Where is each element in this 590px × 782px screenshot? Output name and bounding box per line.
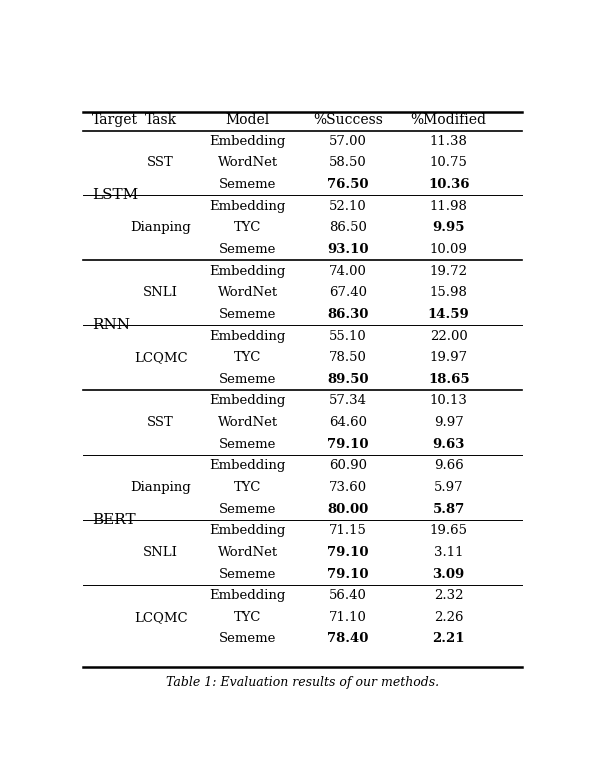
Text: 10.36: 10.36 [428, 178, 470, 191]
Text: BERT: BERT [92, 513, 136, 527]
Text: 9.63: 9.63 [432, 438, 465, 450]
Text: Embedding: Embedding [209, 524, 286, 537]
Text: Target: Target [92, 113, 138, 127]
Text: 2.32: 2.32 [434, 589, 464, 602]
Text: 79.10: 79.10 [327, 568, 369, 580]
Text: 79.10: 79.10 [327, 546, 369, 559]
Text: 10.09: 10.09 [430, 243, 468, 256]
Text: 80.00: 80.00 [327, 503, 369, 515]
Text: WordNet: WordNet [218, 546, 277, 559]
Text: 9.66: 9.66 [434, 459, 464, 472]
Text: 56.40: 56.40 [329, 589, 367, 602]
Text: TYC: TYC [234, 611, 261, 624]
Text: 10.75: 10.75 [430, 156, 468, 170]
Text: 55.10: 55.10 [329, 329, 367, 343]
Text: Embedding: Embedding [209, 394, 286, 407]
Text: 67.40: 67.40 [329, 286, 367, 300]
Text: LCQMC: LCQMC [134, 351, 188, 364]
Text: SST: SST [148, 416, 174, 429]
Text: Sememe: Sememe [219, 568, 276, 580]
Text: Sememe: Sememe [219, 243, 276, 256]
Text: Embedding: Embedding [209, 329, 286, 343]
Text: 57.34: 57.34 [329, 394, 367, 407]
Text: 15.98: 15.98 [430, 286, 468, 300]
Text: 60.90: 60.90 [329, 459, 367, 472]
Text: Dianping: Dianping [130, 221, 191, 235]
Text: 9.97: 9.97 [434, 416, 464, 429]
Text: Sememe: Sememe [219, 503, 276, 515]
Text: RNN: RNN [92, 318, 130, 332]
Text: 74.00: 74.00 [329, 264, 367, 278]
Text: 57.00: 57.00 [329, 135, 367, 148]
Text: 52.10: 52.10 [329, 199, 367, 213]
Text: 78.50: 78.50 [329, 351, 367, 364]
Text: 11.38: 11.38 [430, 135, 468, 148]
Text: 64.60: 64.60 [329, 416, 367, 429]
Text: 10.13: 10.13 [430, 394, 468, 407]
Text: 78.40: 78.40 [327, 633, 369, 645]
Text: Sememe: Sememe [219, 308, 276, 321]
Text: SNLI: SNLI [143, 546, 178, 559]
Text: 79.10: 79.10 [327, 438, 369, 450]
Text: 93.10: 93.10 [327, 243, 369, 256]
Text: 89.50: 89.50 [327, 373, 369, 386]
Text: LSTM: LSTM [92, 188, 138, 203]
Text: Sememe: Sememe [219, 438, 276, 450]
Text: 5.87: 5.87 [432, 503, 465, 515]
Text: Sememe: Sememe [219, 178, 276, 191]
Text: 73.60: 73.60 [329, 481, 367, 494]
Text: TYC: TYC [234, 221, 261, 235]
Text: 71.15: 71.15 [329, 524, 367, 537]
Text: %Modified: %Modified [411, 113, 487, 127]
Text: 9.95: 9.95 [432, 221, 465, 235]
Text: LCQMC: LCQMC [134, 611, 188, 624]
Text: 86.30: 86.30 [327, 308, 369, 321]
Text: Embedding: Embedding [209, 589, 286, 602]
Text: 2.21: 2.21 [432, 633, 465, 645]
Text: 19.65: 19.65 [430, 524, 468, 537]
Text: 2.26: 2.26 [434, 611, 464, 624]
Text: 58.50: 58.50 [329, 156, 367, 170]
Text: Sememe: Sememe [219, 633, 276, 645]
Text: Dianping: Dianping [130, 481, 191, 494]
Text: Embedding: Embedding [209, 459, 286, 472]
Text: TYC: TYC [234, 481, 261, 494]
Text: TYC: TYC [234, 351, 261, 364]
Text: Model: Model [225, 113, 270, 127]
Text: WordNet: WordNet [218, 416, 277, 429]
Text: SST: SST [148, 156, 174, 170]
Text: 19.97: 19.97 [430, 351, 468, 364]
Text: Sememe: Sememe [219, 373, 276, 386]
Text: Table 1: Evaluation results of our methods.: Table 1: Evaluation results of our metho… [166, 676, 439, 689]
Text: WordNet: WordNet [218, 286, 277, 300]
Text: 86.50: 86.50 [329, 221, 367, 235]
Text: Embedding: Embedding [209, 199, 286, 213]
Text: 18.65: 18.65 [428, 373, 470, 386]
Text: 14.59: 14.59 [428, 308, 470, 321]
Text: Embedding: Embedding [209, 135, 286, 148]
Text: 22.00: 22.00 [430, 329, 467, 343]
Text: Task: Task [145, 113, 176, 127]
Text: 5.97: 5.97 [434, 481, 464, 494]
Text: 19.72: 19.72 [430, 264, 468, 278]
Text: %Success: %Success [313, 113, 383, 127]
Text: 3.09: 3.09 [432, 568, 465, 580]
Text: 71.10: 71.10 [329, 611, 367, 624]
Text: 3.11: 3.11 [434, 546, 464, 559]
Text: 76.50: 76.50 [327, 178, 369, 191]
Text: 11.98: 11.98 [430, 199, 468, 213]
Text: WordNet: WordNet [218, 156, 277, 170]
Text: SNLI: SNLI [143, 286, 178, 300]
Text: Embedding: Embedding [209, 264, 286, 278]
